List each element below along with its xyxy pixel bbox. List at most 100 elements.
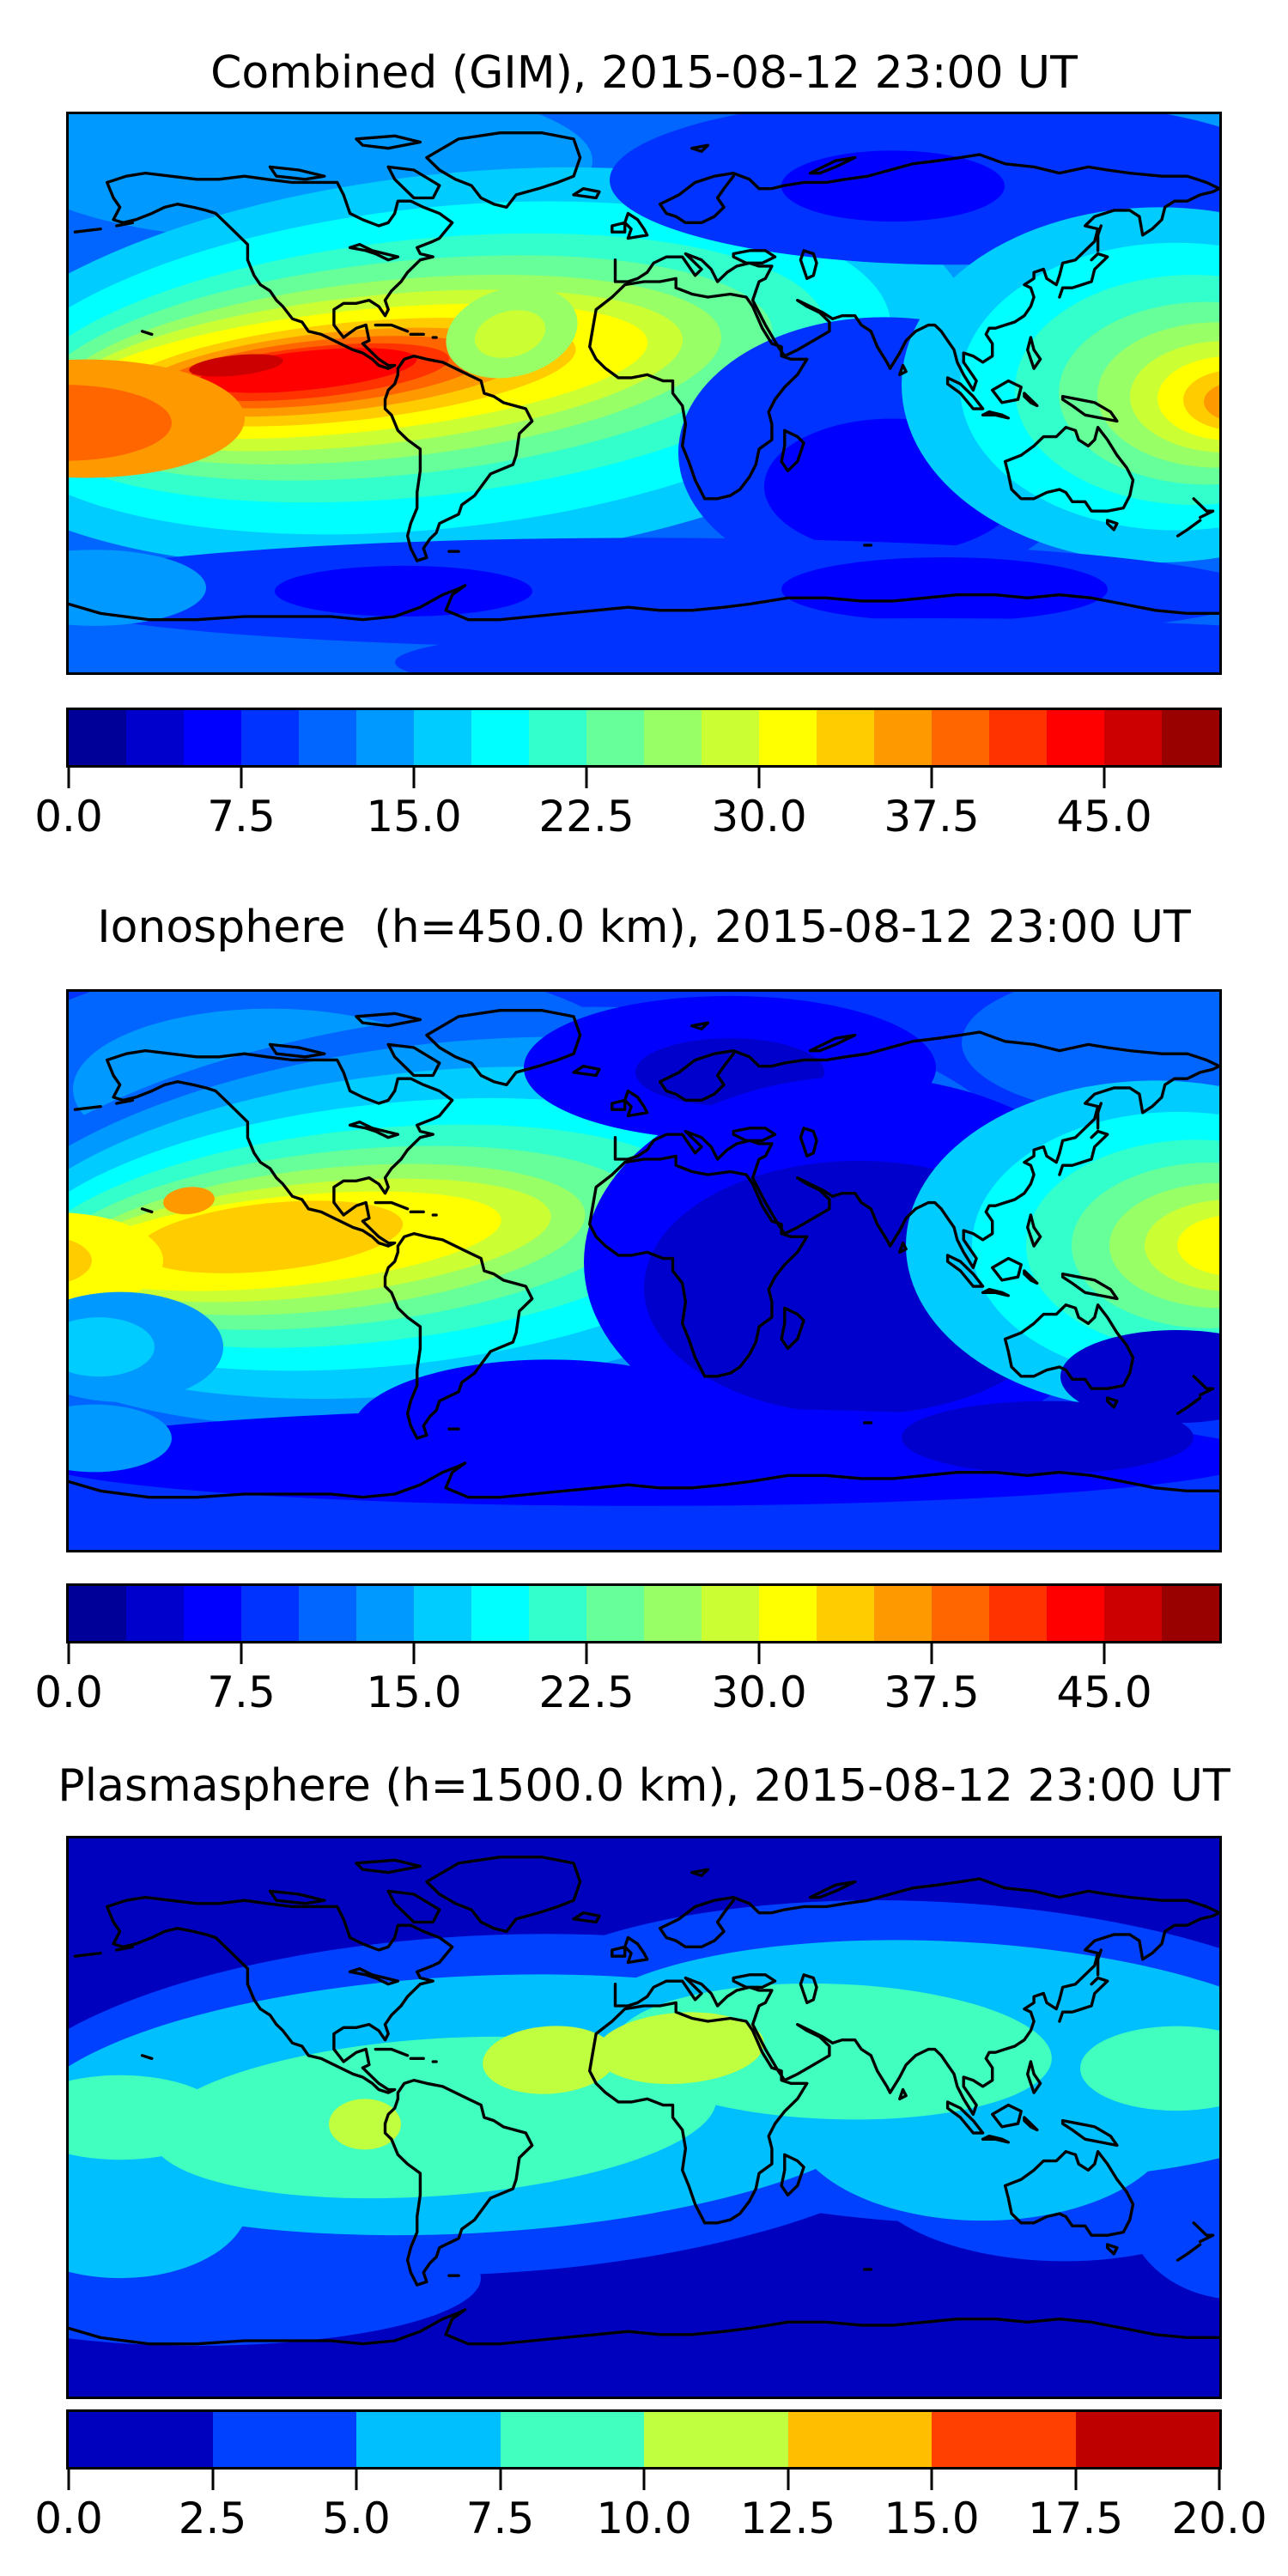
colorbar-segment <box>644 710 702 765</box>
colorbar <box>66 2409 1222 2470</box>
world-map-combined <box>66 112 1222 675</box>
colorbar-tick <box>67 768 70 788</box>
colorbar-segment <box>702 1586 759 1641</box>
colorbar-segment <box>356 2412 501 2467</box>
colorbar-segment <box>184 710 241 765</box>
contour-region <box>596 2012 764 2085</box>
colorbar-tick <box>1074 2470 1077 2490</box>
contour-region <box>69 550 206 626</box>
colorbar-tick <box>930 2470 933 2490</box>
colorbar-ticks: 0.0 7.5 15.0 22.5 30.0 37.5 45.0 <box>34 1643 1219 1755</box>
colorbar-tick <box>787 2470 789 2490</box>
colorbar-segment <box>989 1586 1047 1641</box>
coastlines <box>69 1855 1219 2346</box>
colorbar-segment <box>644 1586 702 1641</box>
colorbar-segment <box>126 710 184 765</box>
contour-region <box>1177 1216 1219 1275</box>
contour-region <box>1204 385 1219 419</box>
colorbar-segment <box>241 1586 299 1641</box>
colorbar-segment <box>69 1586 126 1641</box>
contour-region <box>69 1212 163 1309</box>
colorbar-segment <box>356 1586 414 1641</box>
coastlines <box>69 131 1219 622</box>
colorbar-tick-label: 0.0 <box>34 2494 103 2543</box>
colorbar-segment <box>1162 710 1219 765</box>
contour-region <box>1060 1329 1219 1424</box>
colorbar-segment <box>1162 1586 1219 1641</box>
colorbar-tick-label: 30.0 <box>711 1668 807 1717</box>
colorbar-tick-label: 2.5 <box>178 2494 247 2543</box>
contour-region <box>781 150 1005 222</box>
colorbar-segment <box>414 1586 471 1641</box>
colorbar-tick <box>1103 768 1106 788</box>
colorbar-segment <box>817 1586 874 1641</box>
colorbar-segment <box>126 1586 184 1641</box>
colorbar-segment <box>529 710 586 765</box>
contour-region <box>275 565 532 617</box>
colorbar-tick-label: 37.5 <box>884 1668 980 1717</box>
colorbar-tick <box>355 2470 358 2490</box>
colorbar-tick <box>1218 2470 1221 2490</box>
colorbar-tick <box>412 1643 416 1664</box>
colorbar-tick-label: 7.5 <box>207 1668 276 1717</box>
colorbar-segment <box>817 710 874 765</box>
world-map-plasmasphere <box>66 1836 1222 2399</box>
colorbar-tick-label: 15.0 <box>366 1668 462 1717</box>
colorbar-tick <box>67 2470 70 2490</box>
colorbar-segment <box>759 710 817 765</box>
colorbar-tick-label: 37.5 <box>884 792 980 841</box>
colorbar-tick-label: 7.5 <box>207 792 276 841</box>
colorbar-segment <box>69 2412 213 2467</box>
colorbar-tick-label: 5.0 <box>322 2494 391 2543</box>
panel-title: Combined (GIM), 2015-08-12 23:00 UT <box>210 47 1078 99</box>
colorbar-segment <box>1075 2412 1219 2467</box>
colorbar-tick <box>585 768 588 788</box>
colorbar <box>66 1583 1222 1643</box>
contour-region <box>1183 371 1219 429</box>
colorbar-tick-label: 7.5 <box>465 2494 535 2543</box>
colorbar-segment <box>529 1586 586 1641</box>
colorbar-tick-label: 22.5 <box>538 792 635 841</box>
contour-region <box>69 2075 223 2160</box>
colorbar-tick <box>67 1643 70 1664</box>
colorbar-segment <box>414 710 471 765</box>
contour-region <box>69 1239 92 1282</box>
contour-region <box>163 1187 215 1215</box>
colorbar-tick <box>412 768 416 788</box>
colorbar-tick <box>757 1643 761 1664</box>
colorbar-tick <box>499 2470 501 2490</box>
colorbar-segment <box>702 710 759 765</box>
contour-region <box>474 310 546 358</box>
world-map-ionosphere <box>66 989 1222 1552</box>
colorbar-segment <box>874 1586 932 1641</box>
colorbar-segment <box>644 2412 788 2467</box>
colorbar-tick-label: 0.0 <box>34 1668 103 1717</box>
colorbar-tick-label: 12.5 <box>739 2494 836 2543</box>
contour-region <box>329 2099 401 2150</box>
contour-region <box>69 1404 172 1473</box>
colorbar-segment <box>471 710 529 765</box>
contour-region <box>1080 2026 1219 2111</box>
colorbar-segment <box>356 710 414 765</box>
colorbar-segment <box>69 710 126 765</box>
colorbar-tick-label: 45.0 <box>1056 1668 1152 1717</box>
colorbar-segment <box>299 1586 356 1641</box>
colorbar-ticks: 0.0 7.5 15.0 22.5 30.0 37.5 45.0 <box>34 768 1219 879</box>
colorbar-tick-label: 45.0 <box>1056 792 1152 841</box>
contour-region <box>69 385 172 461</box>
colorbar-tick <box>1103 1643 1106 1664</box>
colorbar-tick-label: 17.5 <box>1027 2494 1124 2543</box>
contour-region <box>902 1400 1194 1474</box>
panel-title: Ionosphere (h=450.0 km), 2015-08-12 23:0… <box>97 902 1191 953</box>
contour-region <box>395 617 1219 672</box>
contour-region <box>483 2026 617 2094</box>
colorbar-segment <box>1104 710 1162 765</box>
colorbar-tick <box>930 768 933 788</box>
colorbar-segment <box>1104 1586 1162 1641</box>
colorbar-tick <box>642 2470 646 2490</box>
colorbar-tick <box>240 1643 243 1664</box>
colorbar-segment <box>184 1586 241 1641</box>
colorbar-tick <box>585 1643 588 1664</box>
coastlines <box>69 1008 1219 1499</box>
